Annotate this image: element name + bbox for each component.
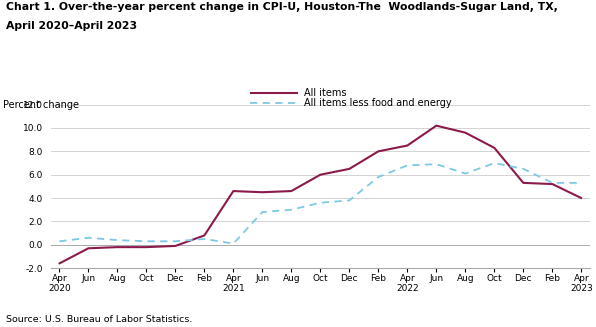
Text: All items less food and energy: All items less food and energy (304, 98, 452, 108)
Text: Chart 1. Over-the-year percent change in CPI-U, Houston-The  Woodlands-Sugar Lan: Chart 1. Over-the-year percent change in… (6, 2, 558, 12)
Text: Percent change: Percent change (3, 100, 79, 110)
Text: April 2020–April 2023: April 2020–April 2023 (6, 21, 137, 31)
Text: Source: U.S. Bureau of Labor Statistics.: Source: U.S. Bureau of Labor Statistics. (6, 315, 193, 324)
Text: All items: All items (304, 88, 346, 98)
